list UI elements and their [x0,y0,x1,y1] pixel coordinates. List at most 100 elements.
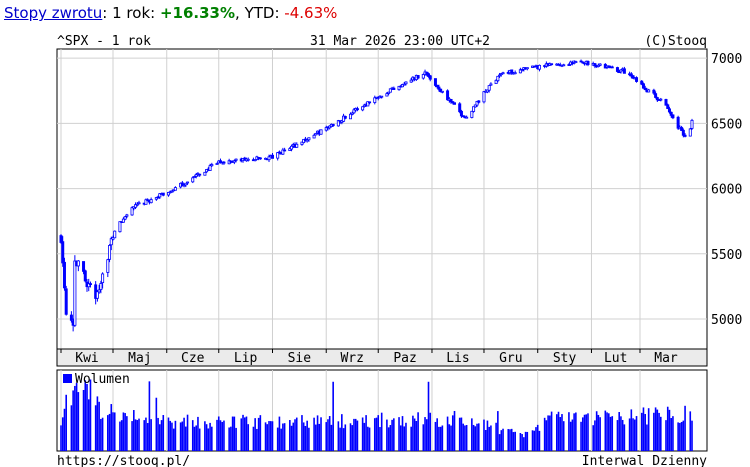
volume-bar [155,397,158,451]
volume-bar [233,416,236,451]
candle [342,113,346,123]
candle [425,71,429,77]
volume-bar [580,421,582,451]
volume-bar [500,430,503,451]
volume-bar [609,416,612,451]
volume-bar [399,425,402,451]
candle [258,157,262,160]
volume-bar [266,424,269,451]
volume-bar [476,423,478,451]
volume-bar [181,421,184,451]
volume-bar [193,426,196,451]
volume-bar [451,415,454,451]
volume-bar [337,421,340,451]
volume-bar [521,434,523,451]
candle [180,180,184,187]
volume-bar [386,419,388,451]
candle [402,82,406,86]
ytd-return-value: -4.63% [284,4,338,22]
volume-bar [107,415,109,451]
candle [69,311,73,323]
volume-bar [549,415,551,451]
volume-bar [401,416,404,451]
candle [593,63,597,69]
candlestick-series [59,59,694,332]
volume-bar [569,421,572,451]
volume-bar [330,424,333,451]
volume-bar [464,425,466,451]
volume-bar [197,416,199,451]
volume-bar [339,427,341,451]
volume-bar [341,414,343,451]
volume-bar [367,426,369,451]
candle [59,234,63,244]
candle [615,66,619,73]
volume-bar [484,429,487,451]
volume-bar [259,415,262,451]
candle [440,90,444,94]
volume-bar [172,428,175,451]
candle [82,261,86,275]
candle [598,63,602,67]
volume-bar [159,424,161,451]
volume-bar [230,426,232,451]
volume-bar [349,423,352,451]
volume-bar [630,409,633,451]
candle [270,152,274,159]
volume-bar [550,411,553,451]
volume-bar [597,414,600,451]
volume-bar [308,427,310,451]
volume-bar [524,431,527,451]
chart-copyright: (C)Stooq [644,34,707,49]
candle [123,215,127,221]
volume-bar [332,381,334,451]
candle [61,236,65,267]
candle [446,89,450,101]
candle [498,72,502,78]
candle [631,75,635,79]
candle [690,118,694,130]
volume-bar [325,422,328,451]
candle [472,106,476,113]
candle [610,65,614,69]
candle [314,132,318,136]
candle [194,172,198,179]
candle [485,89,489,94]
candle [186,181,190,185]
candle [366,101,370,107]
volume-bar [502,428,504,451]
volume-bar [410,426,412,451]
candle [494,79,498,85]
candle [421,73,425,80]
volume-bar [538,430,541,451]
volume-bar [514,431,516,451]
volume-bar [74,385,76,451]
volume-bar [363,422,366,451]
candle [166,192,170,197]
volume-bar [633,419,636,451]
candle [267,154,271,163]
volume-bar [211,426,213,451]
footer-url: https://stooq.pl/ [57,454,190,467]
volume-bar [183,417,185,451]
candle [83,269,87,283]
volume-bar [63,408,66,451]
candle [647,88,651,93]
volume-bar [320,417,322,451]
volume-bar [290,425,293,451]
volume-bar [252,426,255,451]
candle [319,129,323,135]
volume-bar [642,407,645,451]
candle [154,197,158,201]
ytd-label: YTD: [244,4,280,22]
candle [655,96,659,102]
volume-bar [647,408,650,451]
volume-bar [126,416,128,451]
candle [520,68,524,72]
volume-bar [585,414,588,451]
returns-link[interactable]: Stopy zwrotu [4,4,103,22]
candle [459,109,463,118]
volume-bar [375,417,378,451]
candle [659,97,663,102]
